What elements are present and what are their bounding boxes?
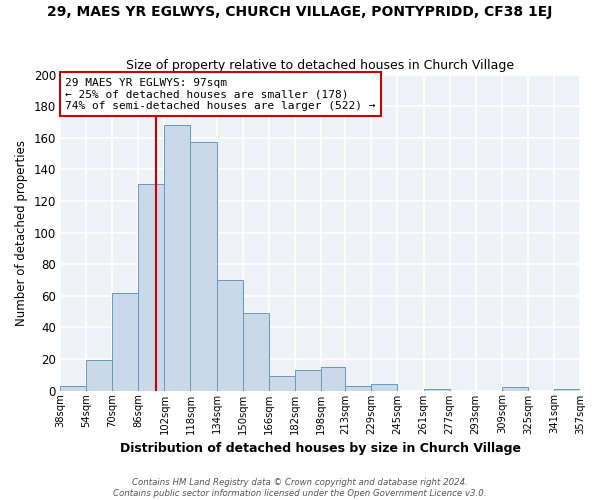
Bar (346, 386, 371, 390)
X-axis label: Distribution of detached houses by size in Church Village: Distribution of detached houses by size … (119, 442, 521, 455)
Y-axis label: Number of detached properties: Number of detached properties (15, 140, 28, 326)
Bar (139, 184, 164, 390)
Bar (164, 125, 190, 390)
Text: 29 MAES YR EGLWYS: 97sqm
← 25% of detached houses are smaller (178)
74% of semi-: 29 MAES YR EGLWYS: 97sqm ← 25% of detach… (65, 78, 376, 111)
Bar (190, 142, 217, 390)
Bar (321, 367, 346, 390)
Bar (269, 376, 295, 390)
Bar (424, 389, 449, 390)
Bar (217, 280, 242, 390)
Bar (371, 384, 397, 390)
Bar (86, 360, 112, 390)
Bar (295, 370, 321, 390)
Bar (242, 313, 269, 390)
Text: 29, MAES YR EGLWYS, CHURCH VILLAGE, PONTYPRIDD, CF38 1EJ: 29, MAES YR EGLWYS, CHURCH VILLAGE, PONT… (47, 5, 553, 19)
Bar (554, 389, 580, 390)
Bar (60, 386, 86, 390)
Bar (502, 388, 528, 390)
Text: Contains HM Land Registry data © Crown copyright and database right 2024.
Contai: Contains HM Land Registry data © Crown c… (113, 478, 487, 498)
Title: Size of property relative to detached houses in Church Village: Size of property relative to detached ho… (126, 59, 514, 72)
Bar (112, 292, 139, 390)
